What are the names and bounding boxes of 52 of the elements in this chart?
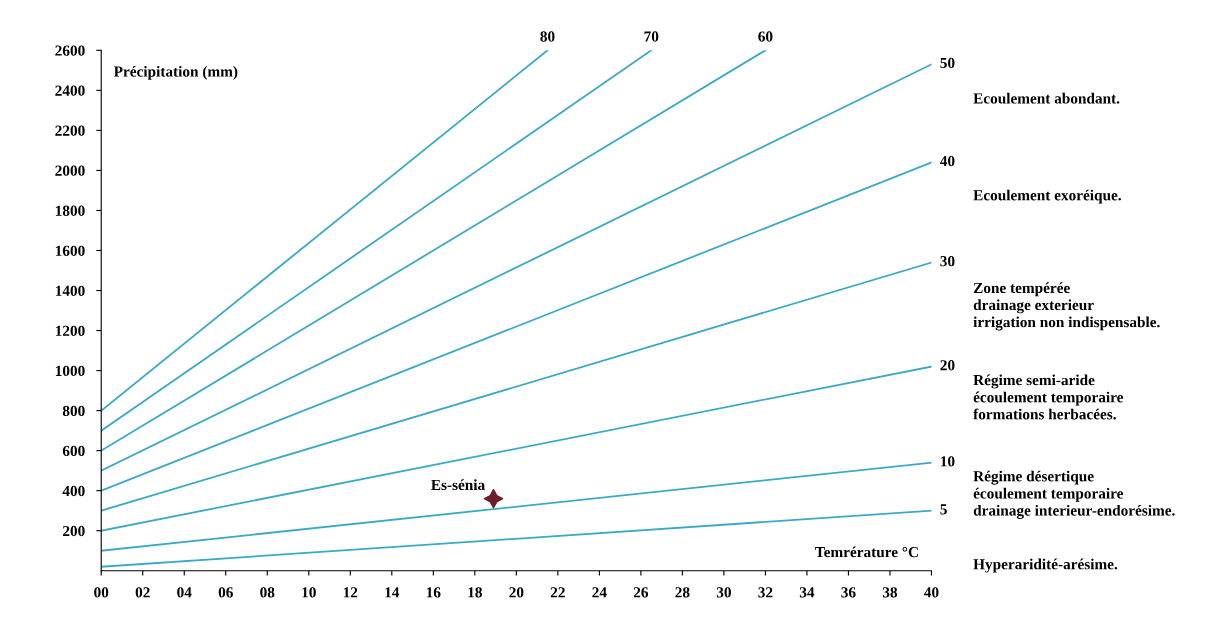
y-tick-label: 2400 — [55, 85, 85, 96]
x-tick-label: 40 — [924, 587, 939, 598]
x-tick-label: 36 — [841, 587, 856, 598]
text: Régime désertique écoulement temporaire drainage interieur-endorésime. — [973, 470, 1175, 519]
series-label: 10 — [941, 456, 955, 467]
series-label: 60 — [758, 31, 773, 42]
text: Hyperaridité-arésime. — [973, 558, 1118, 573]
series-label: 20 — [940, 360, 955, 371]
x-tick-label: 18 — [468, 587, 482, 598]
series-label: 80 — [540, 31, 555, 42]
text: Ecoulement exoréique. — [973, 189, 1121, 204]
y-tick-label: 800 — [62, 405, 85, 417]
x-tick-label: 22 — [550, 587, 565, 598]
y-tick-label: 1800 — [55, 205, 85, 216]
x-axis-title: Temrérature °C — [815, 546, 918, 558]
series-label: 5 — [940, 504, 947, 515]
y-tick-label: 1400 — [55, 285, 85, 296]
text: Zone tempérée drainage exterieur irrigation non indispensable. — [973, 282, 1160, 331]
x-tick-label: 26 — [633, 587, 649, 598]
x-tick-label: 30 — [716, 587, 731, 598]
x-tick-label: 00 — [94, 587, 109, 598]
x-tick-label: 04 — [177, 587, 192, 598]
series-label: 70 — [644, 31, 659, 42]
y-tick-label: 400 — [62, 485, 85, 497]
x-tick-label: 28 — [675, 587, 690, 598]
y-tick-label: 2600 — [55, 45, 85, 56]
y-tick-label: 1600 — [55, 245, 85, 256]
x-tick-label: 14 — [385, 587, 400, 598]
text: Régime semi-aride écoulement temporaire formations herbacées. — [973, 374, 1124, 420]
text: Ecoulement abondant. — [973, 92, 1120, 104]
y-tick-label: 600 — [62, 445, 85, 457]
x-tick-label: 20 — [509, 587, 524, 598]
y-tick-label: 2200 — [55, 125, 85, 136]
x-tick-label: 16 — [426, 587, 441, 598]
x-tick-label: 12 — [343, 587, 358, 598]
series-label: 50 — [940, 57, 955, 69]
x-tick-label: 10 — [302, 587, 316, 598]
y-tick-label: 2000 — [55, 165, 85, 176]
x-tick-label: 24 — [592, 587, 607, 598]
y-tick-label: 200 — [62, 525, 85, 537]
y-axis-title: Précipitation (mm) — [113, 65, 238, 80]
series-label: Es-sénia — [431, 479, 485, 491]
x-tick-label: 08 — [260, 587, 275, 598]
x-tick-label: 06 — [218, 587, 233, 598]
x-tick-label: 34 — [799, 587, 815, 598]
series-label: 40 — [940, 155, 955, 167]
series-label: 30 — [940, 256, 955, 267]
y-tick-label: 1200 — [55, 325, 85, 337]
x-tick-label: 38 — [882, 587, 898, 598]
x-tick-label: 32 — [758, 587, 773, 598]
x-tick-label: 02 — [135, 587, 150, 598]
y-tick-label: 1000 — [55, 365, 85, 377]
